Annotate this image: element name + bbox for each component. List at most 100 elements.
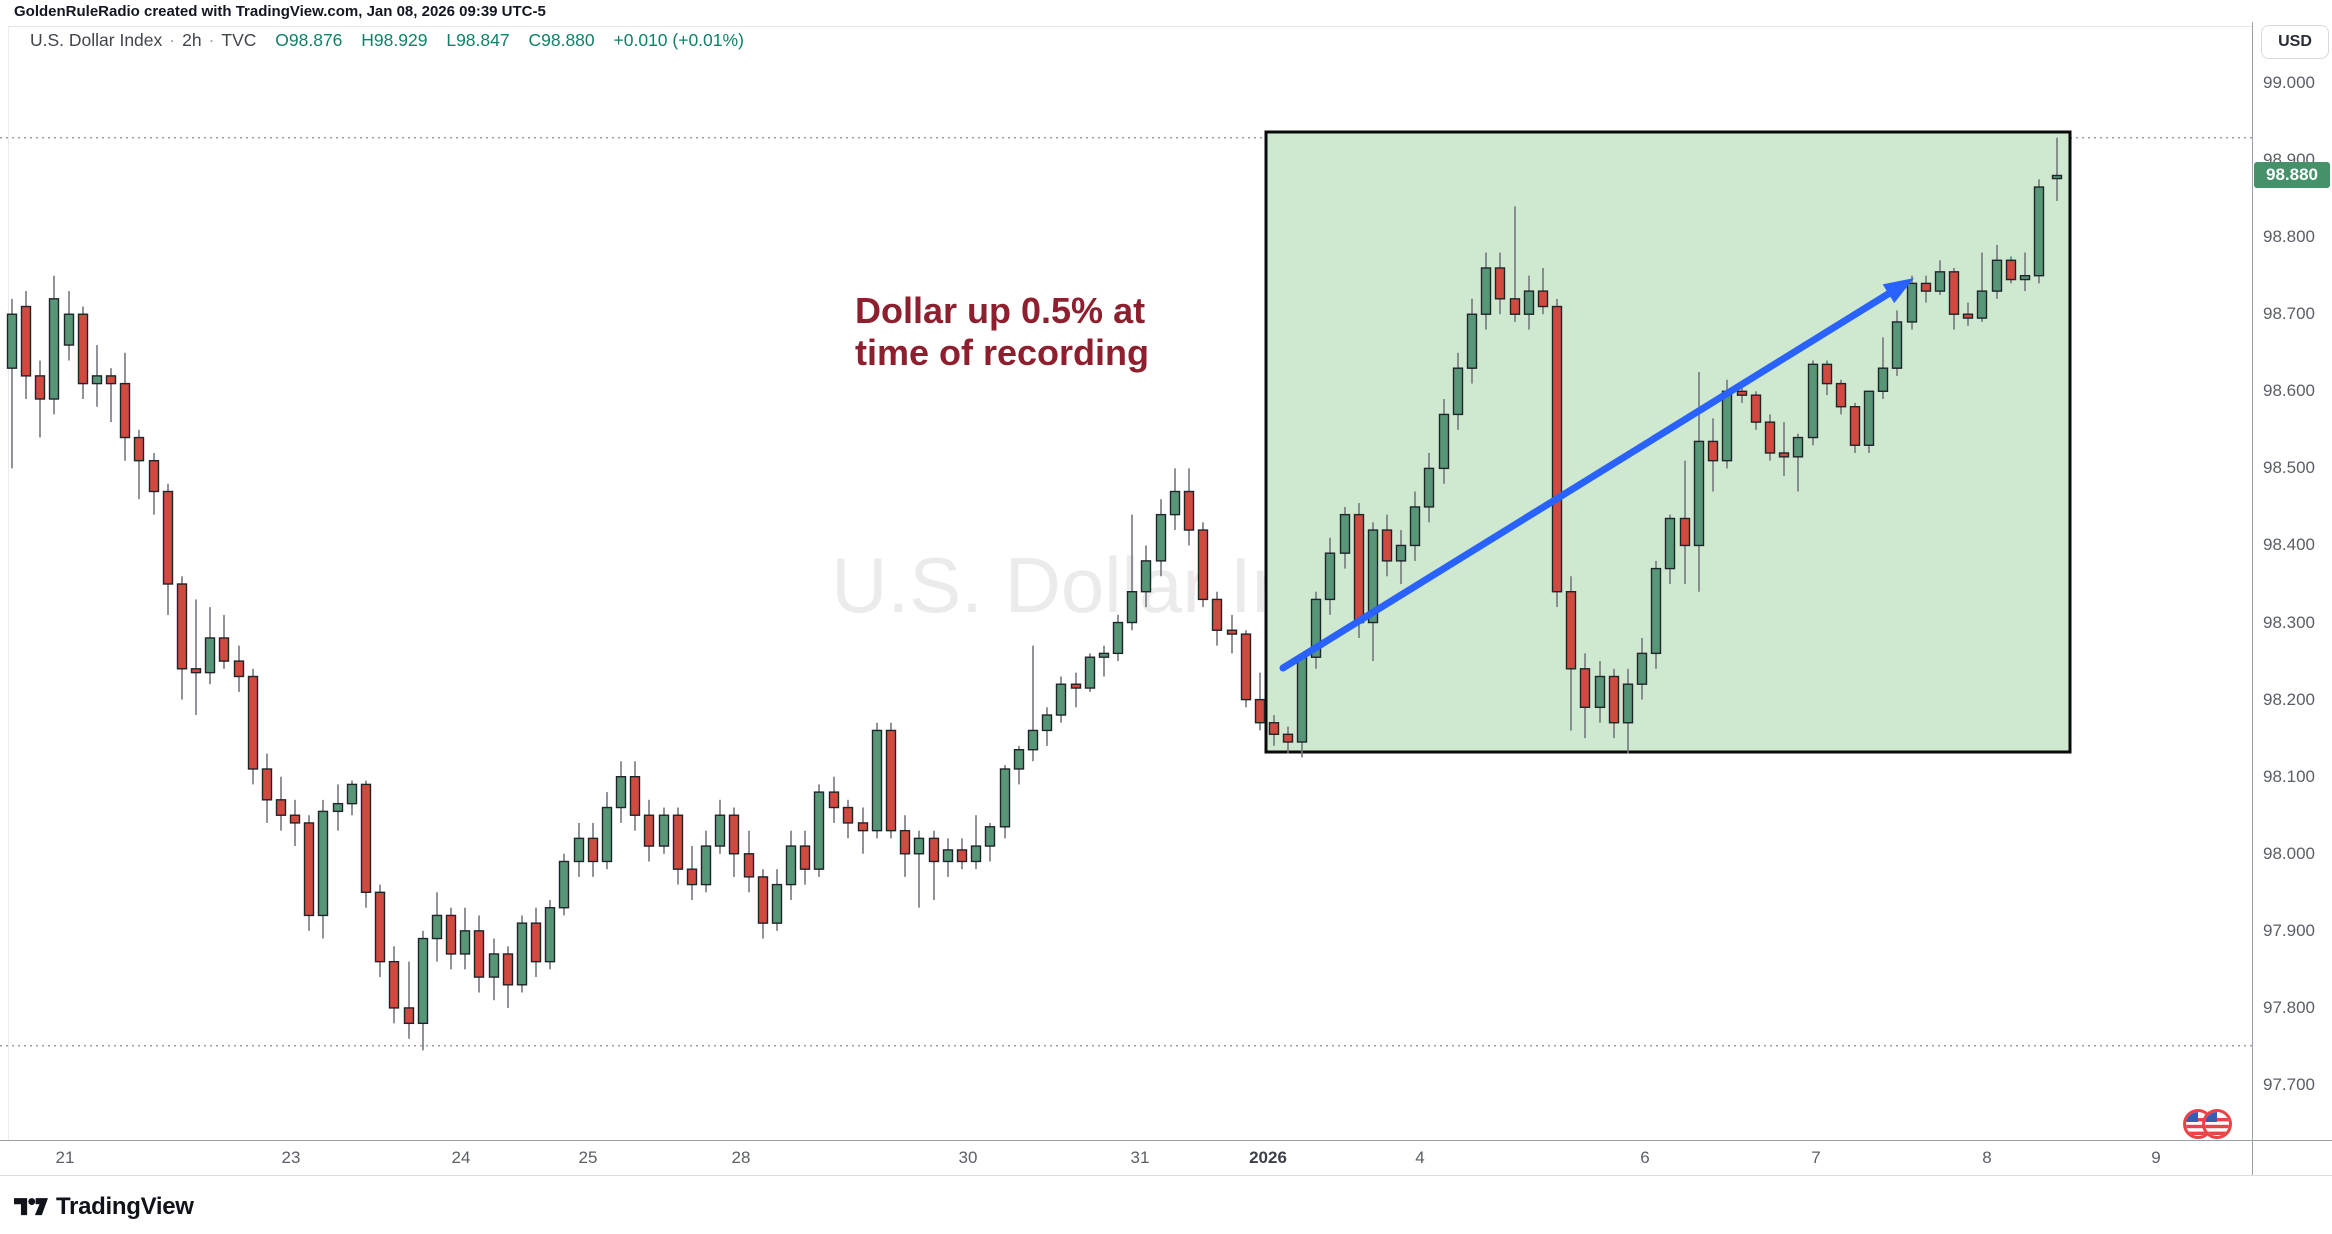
candle-up (91, 375, 103, 385)
candle-down (956, 849, 968, 863)
candle-down (799, 845, 811, 870)
symbol-legend[interactable]: U.S. Dollar Index · 2h · TVC O98.876 H98.929… (30, 30, 744, 51)
candle-up (1027, 729, 1039, 751)
candle-up (615, 775, 627, 809)
candle-up (1112, 621, 1124, 655)
candle-up (63, 313, 75, 346)
candle-down (360, 783, 372, 894)
ohlc-change: +0.010 (+0.01%) (613, 30, 744, 50)
candle-up (317, 810, 329, 917)
price-tick-label: 97.700 (2263, 1075, 2315, 1094)
candle-up (785, 845, 797, 886)
candle-down (388, 960, 400, 1009)
price-tick-label: 97.900 (2263, 920, 2315, 940)
candle-up (1523, 290, 1535, 315)
candle-up (573, 837, 585, 863)
candle-up (332, 802, 344, 813)
candle-down (261, 768, 273, 801)
time-tick-label: 9 (2151, 1148, 2161, 1167)
candle-down (374, 891, 386, 963)
legend-separator: · (208, 30, 215, 50)
candle-down (1821, 363, 1833, 385)
candle-down (643, 814, 655, 847)
candle-down (757, 876, 769, 924)
pane-top-border (8, 26, 2252, 27)
symbol-name[interactable]: U.S. Dollar Index (30, 30, 163, 50)
candle-down (1070, 683, 1082, 689)
ohlc-close: C98.880 (528, 30, 595, 50)
candle-up (871, 729, 883, 832)
candle-down (1764, 421, 1776, 454)
us-flag-event-icon[interactable] (2180, 1107, 2240, 1143)
candle-down (20, 305, 32, 377)
candle-up (1367, 529, 1379, 624)
candle-up (6, 313, 18, 369)
candle-down (1254, 698, 1266, 724)
time-axis-bottom-border (0, 1175, 2332, 1176)
candle-up (1452, 367, 1464, 416)
callout-line2: time of recording (855, 332, 1150, 373)
candle-down (899, 829, 911, 855)
price-tick-label: 98.700 (2263, 304, 2315, 324)
time-tick-label: 24 (451, 1148, 471, 1167)
candle-up (1055, 683, 1067, 716)
candle-up (1013, 749, 1025, 770)
time-tick-label: 6 (1640, 1148, 1650, 1167)
ohlc-high: H98.929 (361, 30, 428, 50)
tradingview-logo-icon (14, 1198, 48, 1216)
callout-line1: Dollar up 0.5% at (855, 290, 1146, 331)
candle-down (1736, 390, 1748, 396)
candle-up (1721, 390, 1733, 462)
flag-circle-right (2202, 1109, 2232, 1139)
price-tick-label: 98.000 (2263, 843, 2315, 863)
candle-up (459, 930, 471, 955)
candle-up (1324, 552, 1336, 601)
currency-toggle-button[interactable]: USD (2261, 25, 2329, 59)
candle-up (1863, 390, 1875, 446)
time-tick-label: 31 (1130, 1148, 1150, 1167)
highlight-box[interactable] (1264, 130, 2072, 754)
candle-down (928, 837, 940, 863)
candle-down (148, 459, 160, 493)
candlestick-series (6, 137, 2063, 1051)
candle-down (403, 1007, 415, 1025)
candle-down (1920, 282, 1932, 292)
candle-up (1140, 560, 1152, 593)
candle-up (984, 826, 996, 847)
candle-up (1664, 517, 1676, 570)
price-tick-label: 98.200 (2263, 689, 2315, 709)
candle-down (162, 490, 174, 585)
pane-left-border (8, 26, 9, 1140)
candle-down (1494, 267, 1506, 300)
candle-down (2005, 259, 2017, 281)
time-tick-label: 28 (731, 1148, 751, 1167)
candle-down (672, 814, 684, 870)
candle-up (1480, 267, 1492, 315)
candle-down (289, 814, 301, 824)
candle-down (473, 930, 485, 978)
trend-arrow-shaft[interactable] (1279, 290, 1892, 672)
candle-up (942, 849, 954, 863)
callout-annotation[interactable]: Dollar up 0.5% at time of recording (855, 290, 1149, 374)
candle-up (700, 845, 712, 886)
candle-up (1296, 656, 1308, 743)
candle-down (1282, 733, 1294, 743)
candle-down (1226, 629, 1238, 635)
candle-down (857, 822, 869, 832)
symbol-interval[interactable]: 2h (182, 30, 202, 50)
price-tick-label: 98.600 (2263, 381, 2315, 401)
candle-down (828, 791, 840, 809)
candle-down (1679, 517, 1691, 547)
candle-up (970, 845, 982, 863)
candle-down (1750, 394, 1762, 423)
candle-down (190, 668, 202, 674)
trend-arrow-head (1882, 278, 1914, 304)
time-tick-label: 8 (1982, 1148, 1992, 1167)
ohlc-open: O98.876 (275, 30, 343, 50)
candle-up (601, 806, 613, 863)
candle-up (544, 907, 556, 963)
tradingview-logo[interactable]: TradingView (14, 1193, 194, 1221)
attribution-text: GoldenRuleRadio created with TradingView… (14, 3, 546, 20)
